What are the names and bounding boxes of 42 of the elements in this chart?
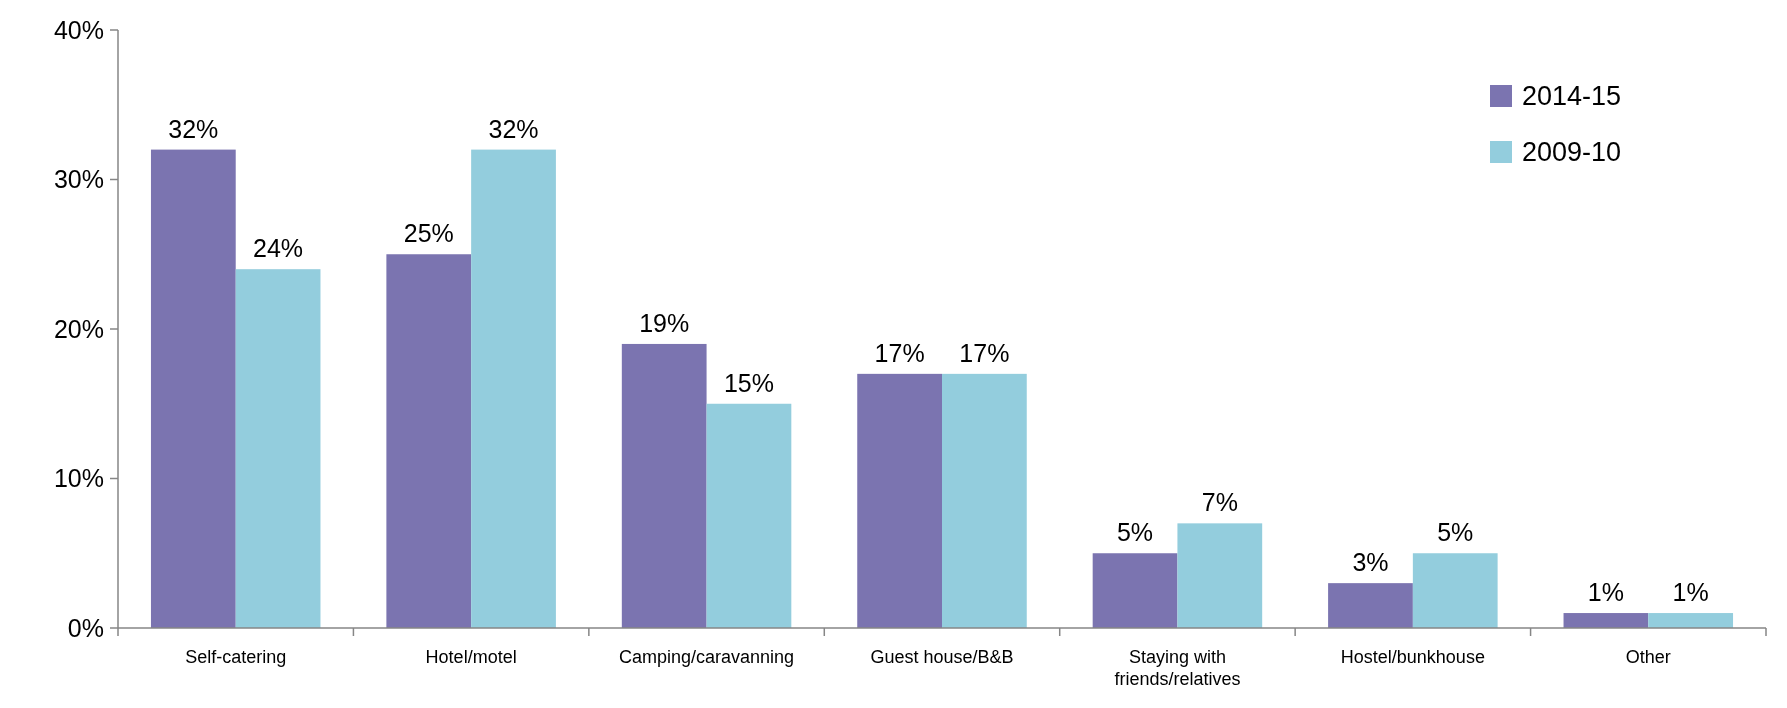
y-tick-label: 10% <box>53 464 104 493</box>
legend-label: 2014-15 <box>1522 81 1622 112</box>
bar <box>471 149 556 628</box>
y-tick-label: 40% <box>53 15 104 44</box>
data-label: 1% <box>1672 578 1709 607</box>
bar <box>942 373 1027 628</box>
data-label: 7% <box>1201 488 1238 517</box>
bar <box>1177 523 1263 628</box>
data-label: 5% <box>1437 518 1474 547</box>
bar <box>857 373 942 628</box>
data-label: 15% <box>723 368 774 397</box>
data-label: 17% <box>959 338 1010 367</box>
data-label: 1% <box>1587 578 1624 607</box>
x-tick-label: Hostel/bunkhouse <box>1340 647 1485 667</box>
y-tick-label: 0% <box>67 613 104 642</box>
legend-label: 2009-10 <box>1522 137 1622 168</box>
x-tick-label: Guest house/B&B <box>870 647 1014 667</box>
data-label: 3% <box>1352 548 1389 577</box>
data-label: 5% <box>1116 518 1154 547</box>
y-tick-label: 20% <box>53 314 104 343</box>
data-label: 32% <box>168 114 219 143</box>
y-tick-label: 30% <box>53 165 104 194</box>
bar <box>1648 613 1734 628</box>
bar <box>621 343 707 628</box>
x-tick-label: Self-catering <box>185 647 287 667</box>
data-label: 24% <box>253 234 304 263</box>
data-label: 25% <box>403 219 454 248</box>
x-tick-label: Other <box>1625 647 1671 667</box>
bar <box>235 269 321 628</box>
data-label: 17% <box>874 338 925 367</box>
data-label: 19% <box>639 308 690 337</box>
bar <box>386 254 472 628</box>
x-tick-label: Camping/caravanning <box>619 647 795 667</box>
x-tick-label: Staying with friends/relatives <box>1114 647 1241 689</box>
bar <box>1328 583 1413 628</box>
x-tick-label: Hotel/motel <box>425 647 517 667</box>
bar <box>1412 553 1498 628</box>
data-label: 32% <box>488 114 539 143</box>
bar <box>1563 613 1649 628</box>
bar <box>1092 553 1178 628</box>
bar <box>706 403 792 628</box>
bar <box>150 149 236 628</box>
